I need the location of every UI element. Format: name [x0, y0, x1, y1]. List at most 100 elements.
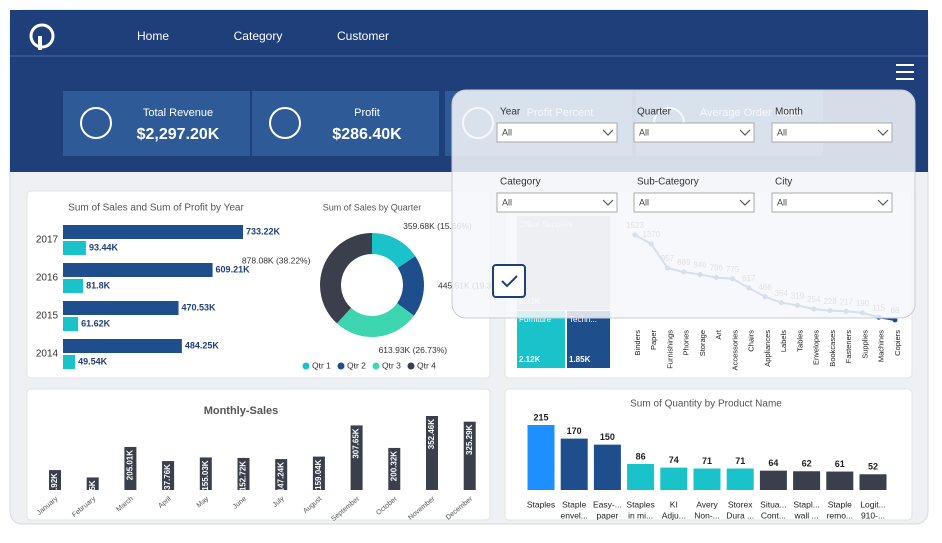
- bar: [826, 471, 854, 490]
- bar: [63, 301, 179, 315]
- dropdown-value: All: [639, 127, 649, 137]
- x-tick-label: Easy-...: [593, 499, 622, 509]
- dropdown-value: All: [777, 127, 787, 137]
- x-tick-label: KI: [670, 499, 678, 509]
- kpi-value: $286.40K: [332, 126, 402, 143]
- bar: [63, 279, 84, 293]
- bar: [63, 339, 182, 353]
- data-label: 2.12K: [519, 355, 541, 364]
- chart-title: Sum of Sales by Quarter: [323, 202, 422, 212]
- x-tick-label: Adju...: [662, 510, 686, 520]
- bar: [426, 416, 438, 490]
- donut-slice: [372, 233, 416, 268]
- x-tick-label: Bookcases: [828, 330, 837, 367]
- data-label: 61.62K: [81, 318, 111, 328]
- legend-swatch: [372, 362, 380, 370]
- kpi-label: Total Revenue: [143, 107, 213, 119]
- data-label: 52: [868, 462, 878, 472]
- filter-label: Month: [775, 107, 803, 118]
- bar: [199, 457, 212, 490]
- x-tick-label: Paper: [649, 329, 658, 350]
- dropdown-value: All: [502, 127, 512, 137]
- bar: [63, 225, 243, 239]
- x-tick-label: Tables: [795, 330, 804, 352]
- bar: [859, 474, 887, 490]
- chart-title: Sum of Sales and Sum of Profit by Year: [68, 203, 244, 214]
- bar: [350, 425, 363, 490]
- bar: [237, 457, 250, 490]
- x-tick-label: Chairs: [747, 330, 756, 352]
- treemap-tile: [517, 311, 565, 368]
- data-label: 155.03K: [201, 460, 210, 490]
- data-label: 878.08K (38.22%): [242, 255, 311, 265]
- data-label: 94.92K: [50, 473, 59, 499]
- dropdown-value: All: [777, 197, 787, 207]
- point: [892, 317, 898, 323]
- filter-label: Category: [500, 177, 541, 188]
- x-tick-label: Fasteners: [844, 330, 853, 364]
- data-label: 64: [768, 458, 778, 468]
- nav-item[interactable]: Category: [234, 29, 283, 43]
- checkmark: [501, 275, 518, 288]
- x-tick-label: Furnishings: [665, 330, 674, 369]
- data-label: 71: [735, 456, 745, 466]
- x-tick-label: Staples: [527, 499, 555, 509]
- data-label: 159.04K: [314, 459, 323, 489]
- legend-swatch: [302, 362, 310, 370]
- x-tick-label: 910-...: [861, 510, 885, 520]
- dropdown-arrow: [739, 129, 751, 136]
- nav-item[interactable]: Customer: [337, 29, 389, 43]
- x-tick-label: Staples: [626, 499, 654, 509]
- data-label: 1.85K: [569, 355, 591, 364]
- data-label: 352.46K: [427, 419, 436, 449]
- dropdown[interactable]: [633, 122, 755, 143]
- y-tick-label: 2014: [36, 349, 59, 360]
- data-label: 200.32K: [389, 451, 398, 481]
- bar: [63, 355, 76, 369]
- x-tick-label: Phones: [682, 330, 691, 356]
- legend-label: Qtr 3: [382, 360, 401, 370]
- x-tick-label: remo...: [827, 510, 853, 520]
- dropdown[interactable]: [771, 192, 893, 213]
- bar: [627, 464, 655, 490]
- bar: [388, 447, 401, 490]
- data-label: 613.93K (26.73%): [379, 345, 448, 355]
- data-label: 152.72K: [239, 461, 248, 491]
- dropdown-arrow: [602, 199, 614, 206]
- dropdown[interactable]: [633, 192, 755, 213]
- bar: [693, 468, 721, 490]
- bar: [124, 446, 137, 490]
- x-tick-label: Art: [714, 329, 723, 340]
- tile-label: Techn...: [569, 315, 597, 324]
- x-tick-label: Dura ...: [726, 510, 754, 520]
- checkbox[interactable]: [492, 264, 526, 298]
- bar: [527, 425, 555, 490]
- filter-label: Quarter: [637, 107, 672, 118]
- data-label: 325.29K: [465, 424, 474, 454]
- x-tick-label: paper: [597, 510, 619, 520]
- x-tick-label: Logit...: [860, 499, 886, 509]
- data-label: 59.75K: [88, 480, 97, 506]
- dropdown[interactable]: [771, 122, 893, 143]
- legend-swatch: [407, 362, 415, 370]
- kpi-card: [252, 91, 439, 156]
- bar: [63, 263, 213, 277]
- bar: [86, 477, 99, 490]
- bar: [726, 468, 754, 490]
- kpi-label: Profit: [354, 107, 380, 119]
- settings-icon[interactable]: [896, 64, 914, 80]
- dropdown[interactable]: [496, 192, 618, 213]
- data-label: 170: [567, 426, 582, 436]
- data-label: 74: [669, 455, 679, 465]
- nav-item[interactable]: Home: [137, 29, 169, 43]
- x-tick-label: Storex: [728, 499, 753, 509]
- legend-label: Qtr 4: [417, 360, 436, 370]
- x-tick-label: in mi...: [628, 510, 653, 520]
- x-tick-label: Storage: [698, 330, 707, 356]
- bar: [63, 241, 86, 255]
- bar: [759, 470, 787, 490]
- dropdown[interactable]: [496, 122, 618, 143]
- x-tick-label: wall ...: [794, 510, 819, 520]
